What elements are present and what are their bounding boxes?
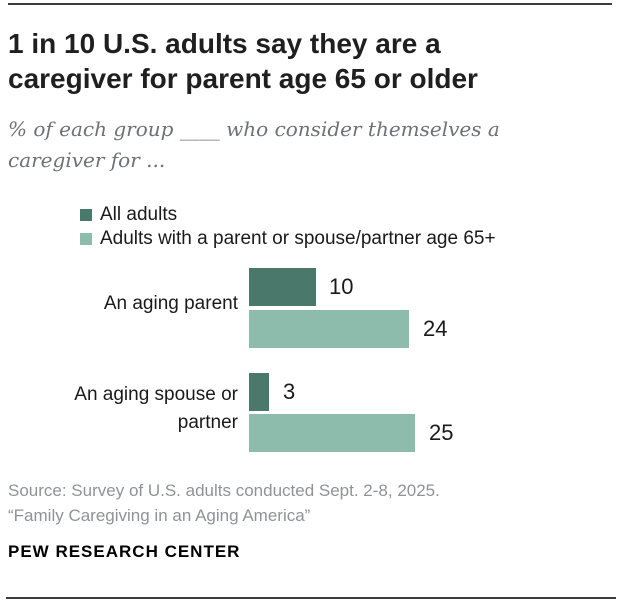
- legend-item-adults-65plus: Adults with a parent or spouse/partner a…: [80, 227, 496, 251]
- top-rule: [8, 3, 612, 5]
- legend-label-all-adults: All adults: [100, 204, 178, 225]
- legend-swatch-light-green: [80, 233, 92, 245]
- category-label-line: partner: [177, 412, 238, 433]
- legend-item-all-adults: All adults: [80, 203, 496, 227]
- bar-adults-65plus-aging-parent: [249, 310, 409, 348]
- subtitle-line-1: % of each group ____ who consider themse…: [8, 117, 500, 141]
- chart-subtitle: % of each group ____ who consider themse…: [8, 114, 588, 176]
- value-label-aging-spouse-all-adults: 3: [283, 379, 296, 404]
- value-label-aging-parent-adults-65plus: 24: [423, 316, 448, 341]
- pew-research-center-wordmark: PEW RESEARCH CENTER: [8, 542, 241, 561]
- value-label-aging-parent-all-adults: 10: [329, 274, 354, 299]
- bottom-rule: [6, 597, 616, 599]
- category-label-line: An aging parent: [103, 293, 238, 314]
- bar-adults-65plus-aging-spouse: [249, 414, 415, 452]
- category-label-aging-parent: An aging parent: [8, 290, 238, 318]
- page-title: 1 in 10 U.S. adults say they are a careg…: [8, 26, 588, 96]
- legend-swatch-dark-green: [80, 209, 92, 221]
- title-line-1: 1 in 10 U.S. adults say they are a: [8, 28, 441, 59]
- category-label-aging-spouse-partner: An aging spouse or partner: [8, 381, 238, 437]
- source-line-1: Source: Survey of U.S. adults conducted …: [8, 481, 440, 500]
- category-label-line: An aging spouse or: [74, 384, 238, 405]
- legend-label-adults-65plus: Adults with a parent or spouse/partner a…: [100, 228, 496, 249]
- bar-all-adults-aging-parent: [249, 268, 316, 306]
- bar-all-adults-aging-spouse: [249, 373, 269, 411]
- value-label-aging-spouse-adults-65plus: 25: [429, 420, 454, 445]
- legend: All adults Adults with a parent or spous…: [80, 203, 496, 251]
- source-line-2: “Family Caregiving in an Aging America”: [8, 506, 311, 525]
- source-note: Source: Survey of U.S. adults conducted …: [8, 478, 608, 528]
- title-line-2: caregiver for parent age 65 or older: [8, 63, 478, 94]
- subtitle-line-2: caregiver for ...: [8, 148, 166, 172]
